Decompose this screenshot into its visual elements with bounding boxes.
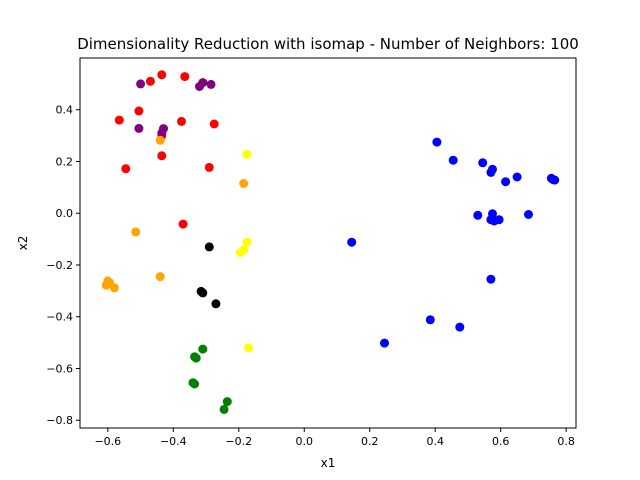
data-point: [198, 288, 208, 298]
y-tick-label: 0.0: [56, 207, 74, 220]
data-point: [204, 242, 214, 252]
data-point: [222, 397, 232, 407]
data-point: [235, 248, 245, 258]
y-tick-label: 0.2: [56, 155, 74, 168]
data-point: [501, 177, 511, 187]
plot-frame: [79, 57, 577, 429]
data-point: [242, 149, 252, 159]
x-tick-label: −0.2: [225, 435, 252, 448]
data-point: [486, 274, 496, 284]
data-point: [121, 164, 131, 174]
data-point: [134, 123, 144, 133]
data-point: [131, 227, 141, 237]
data-point: [494, 215, 504, 225]
data-point: [157, 70, 167, 80]
data-point: [550, 175, 560, 185]
data-point: [244, 343, 254, 353]
chart-title: Dimensionality Reduction with isomap - N…: [77, 35, 579, 53]
x-tick-label: −0.6: [94, 435, 121, 448]
y-axis-label: x2: [16, 236, 30, 251]
data-point: [524, 210, 533, 219]
y-axis-ticks: −0.8 −0.6 −0.4 −0.2 0.0 0.2 0.4: [46, 104, 80, 427]
data-point: [219, 404, 229, 414]
data-point: [448, 155, 458, 165]
x-tick-label: 0.6: [492, 435, 510, 448]
data-point: [206, 79, 216, 89]
x-tick-label: 0.8: [557, 435, 575, 448]
data-point: [473, 210, 483, 220]
data-point: [478, 158, 488, 168]
data-point: [136, 79, 146, 89]
data-point: [155, 135, 165, 145]
data-point: [134, 106, 144, 116]
x-tick-label: 0.0: [296, 435, 314, 448]
data-point: [114, 115, 124, 125]
data-point: [425, 315, 435, 325]
y-tick-label: −0.8: [46, 414, 73, 427]
x-tick-label: 0.2: [361, 435, 379, 448]
data-point: [486, 167, 496, 177]
data-point: [455, 322, 465, 332]
y-tick-label: −0.2: [46, 259, 73, 272]
data-point: [432, 137, 442, 147]
data-point: [195, 82, 204, 91]
data-point: [157, 128, 167, 138]
data-point: [177, 116, 186, 126]
x-axis-ticks: −0.6 −0.4 −0.2 0.0 0.2 0.4 0.6 0.8: [94, 428, 575, 448]
data-point: [512, 172, 522, 182]
data-point: [242, 237, 252, 247]
data-point: [204, 162, 214, 172]
data-point: [347, 237, 357, 247]
x-axis-label: x1: [321, 456, 336, 470]
data-point: [239, 179, 249, 188]
data-point: [145, 76, 155, 86]
data-point: [191, 353, 201, 363]
data-point: [157, 151, 167, 161]
x-tick-label: 0.4: [426, 435, 444, 448]
data-point: [101, 280, 111, 290]
y-tick-label: 0.4: [56, 104, 74, 117]
data-point: [178, 219, 188, 229]
data-point: [380, 338, 389, 348]
data-point: [190, 379, 200, 389]
data-point: [180, 72, 190, 82]
x-tick-label: −0.4: [160, 435, 187, 448]
y-tick-label: −0.4: [46, 311, 73, 324]
y-tick-label: −0.6: [46, 362, 73, 375]
data-point: [211, 299, 221, 309]
data-point: [198, 344, 208, 354]
data-point: [209, 119, 219, 129]
data-point: [155, 272, 165, 282]
data-point: [109, 283, 119, 293]
points-layer: [101, 70, 560, 414]
